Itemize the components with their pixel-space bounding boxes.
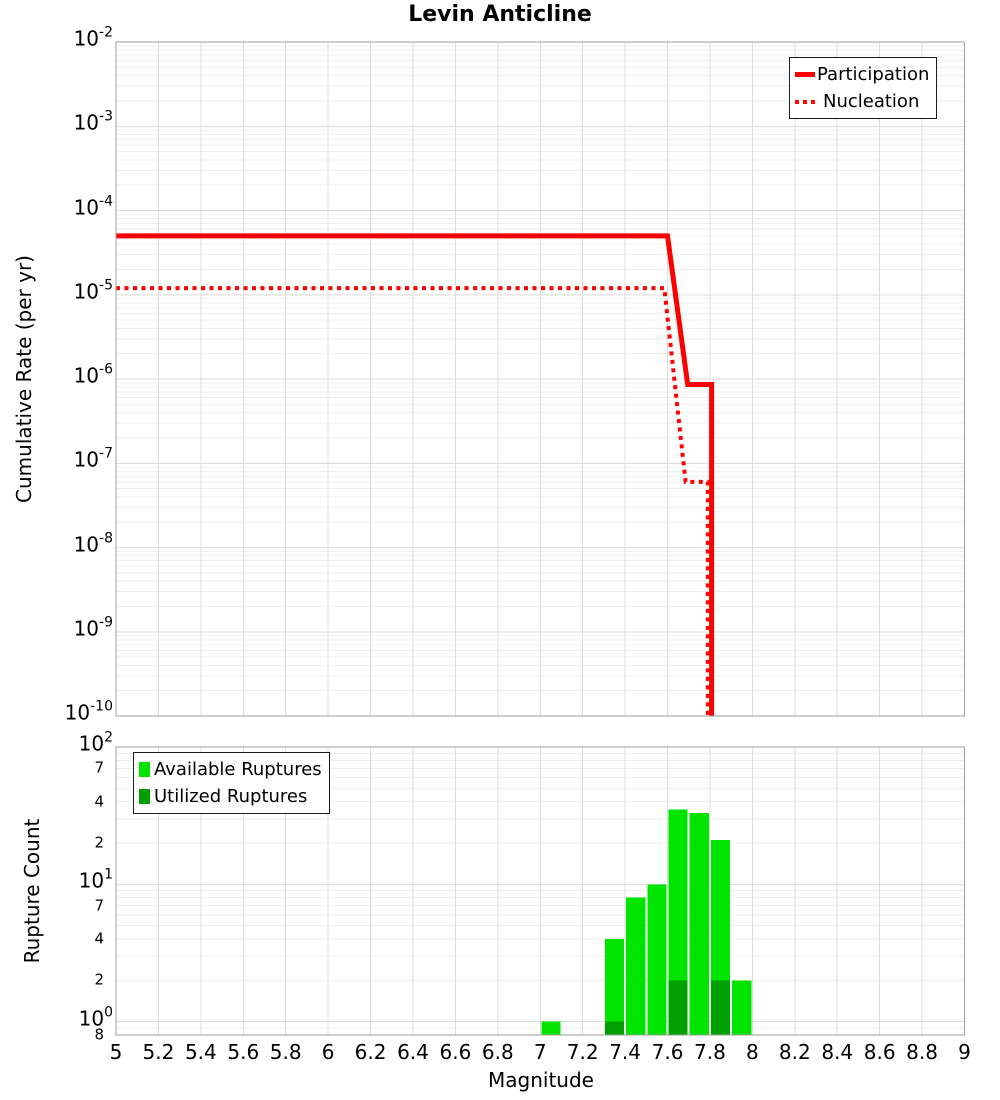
x-tick-label: 8.4 [821, 1040, 854, 1064]
legend-label-available: Available Ruptures [154, 759, 322, 780]
nucleation-line [116, 286, 710, 716]
page-title: Levin Anticline [408, 2, 592, 27]
y-tick-label-count: 100 [78, 1004, 113, 1031]
utilized-bars [604, 980, 731, 1035]
x-tick-label: 6.6 [439, 1040, 472, 1064]
x-tick-label: 7 [533, 1040, 547, 1064]
x-tick-label: 6.2 [354, 1040, 387, 1064]
legend-rate: Participation Nucleation [789, 57, 938, 119]
nucleation-line-sample [795, 99, 819, 104]
y-tick-label-rate: 10-10 [64, 698, 113, 725]
y-tick-label-count: 101 [78, 867, 113, 893]
x-tick-label: 5.6 [227, 1040, 260, 1064]
legend-entry-utilized: Utilized Ruptures [139, 783, 322, 810]
x-tick-label: 8.8 [906, 1040, 938, 1064]
x-tick-label: 7.2 [566, 1040, 599, 1064]
y-tick-label-count-minor: 7 [94, 896, 104, 915]
y-tick-label-count-minor: 4 [94, 792, 104, 811]
x-tick-label: 5.8 [269, 1040, 302, 1064]
available-bar-7.95 [732, 980, 752, 1035]
x-tick-label: 6.4 [397, 1040, 429, 1064]
available-bar-7.65 [668, 809, 688, 1035]
y-tick-label-rate: 10-6 [73, 361, 113, 388]
y-tick-label-count-minor: 2 [94, 970, 104, 989]
legend-entry-participation: Participation [795, 61, 929, 88]
x-tick-label: 5 [109, 1040, 123, 1064]
legend-count: Available Ruptures Utilized Ruptures [133, 752, 330, 814]
utilized-ruptures-swatch [139, 789, 150, 804]
y-tick-label-count-minor: 4 [94, 929, 104, 948]
legend-label-participation: Participation [817, 64, 930, 85]
x-tick-label: 7.6 [651, 1040, 684, 1064]
x-tick-label: 5.2 [142, 1040, 175, 1064]
x-tick-label: 5.4 [184, 1040, 217, 1064]
utilized-bar-7.85 [710, 980, 731, 1035]
available-bar-7.35 [604, 939, 625, 1035]
y-tick-label-rate: 10-4 [73, 193, 113, 219]
y-tick-label-rate: 10-8 [73, 530, 113, 556]
participation-line-sample [795, 72, 815, 77]
legend-label-utilized: Utilized Ruptures [154, 786, 308, 807]
x-tick-label: 9 [958, 1040, 971, 1064]
utilized-bar-7.35 [604, 1021, 625, 1035]
available-bar-7.75 [689, 813, 709, 1035]
y-tick-label-count-minor: 8 [94, 1025, 104, 1044]
x-tick-label: 8.6 [863, 1040, 896, 1064]
y-tick-label-rate: 10-7 [73, 445, 113, 472]
x-tick-label: 6.8 [481, 1040, 514, 1064]
available-ruptures-swatch [139, 762, 150, 777]
x-tick-label: 7.4 [609, 1040, 641, 1064]
available-bar-7.55 [647, 884, 667, 1035]
y-tick-label-rate: 10-5 [73, 277, 113, 304]
x-axis-title: Magnitude [488, 1068, 594, 1092]
y-tick-label-count-minor: 2 [94, 833, 104, 852]
legend-entry-nucleation: Nucleation [795, 88, 929, 115]
y-tick-label-count-minor: 7 [94, 758, 104, 777]
top-plot-border [115, 41, 966, 717]
utilized-bar-7.65 [668, 980, 688, 1035]
y-tick-label-count: 102 [78, 729, 113, 756]
x-tick-label: 8 [746, 1040, 759, 1064]
y-tick-label-rate: 10-3 [73, 108, 113, 135]
x-tick-label: 8.2 [778, 1040, 811, 1064]
y-tick-label-rate: 10-9 [73, 614, 113, 641]
available-bar-7.45 [626, 897, 646, 1035]
bottom-plot-border [115, 746, 966, 1036]
legend-label-nucleation: Nucleation [823, 91, 920, 112]
x-tick-label: 7.8 [694, 1040, 726, 1064]
legend-entry-available: Available Ruptures [139, 756, 322, 783]
available-bar-7.05 [541, 1021, 561, 1035]
y-tick-label-rate: 10-2 [73, 24, 113, 51]
x-tick-label: 6 [321, 1040, 335, 1064]
participation-line [116, 233, 715, 716]
